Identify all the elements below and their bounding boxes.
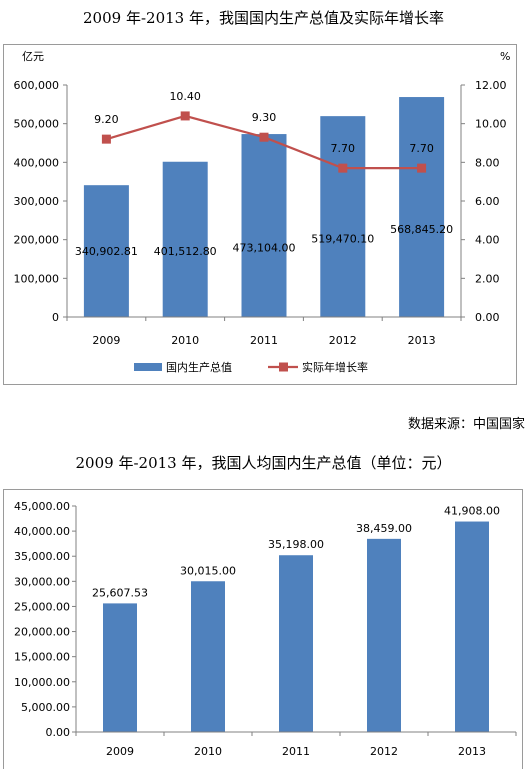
chart1-bar xyxy=(83,185,129,317)
chart2-bar xyxy=(103,603,137,732)
chart2-y-tick-label: 0.00 xyxy=(46,726,71,739)
chart1-y2-tick-label: 6.00 xyxy=(475,195,500,208)
chart1-legend-bar-label: 国内生产总值 xyxy=(166,360,232,374)
chart2-y-tick-label: 10,000.00 xyxy=(14,676,70,689)
chart1-growth-marker xyxy=(180,111,190,121)
chart1-y-axis-label: 亿元 xyxy=(22,50,44,63)
chart2-y-tick-label: 5,000.00 xyxy=(21,701,70,714)
chart2-y-tick-label: 40,000.00 xyxy=(14,525,70,538)
chart1-bar xyxy=(320,116,366,317)
chart2-bar-value-label: 35,198.00 xyxy=(268,538,324,551)
chart2-bar xyxy=(191,581,225,732)
chart1-legend-bar-swatch xyxy=(134,363,162,371)
chart1-growth-label: 10.40 xyxy=(169,90,201,103)
chart2-y-tick-label: 30,000.00 xyxy=(14,575,70,588)
chart1-title: 2009 年-2013 年，我国国内生产总值及实际年增长率 xyxy=(83,9,444,27)
chart2-x-tick-label: 2012 xyxy=(370,745,398,758)
chart2-y-tick-label: 15,000.00 xyxy=(14,651,70,664)
chart2-y-tick-label: 20,000.00 xyxy=(14,626,70,639)
chart1-growth-marker xyxy=(259,132,269,142)
chart1-bar-value-label: 568,845.20 xyxy=(390,223,453,236)
chart2-y-tick-label: 45,000.00 xyxy=(14,500,70,513)
chart1-bar xyxy=(162,161,208,317)
chart1-growth-marker xyxy=(101,134,111,144)
chart2-bar xyxy=(279,555,313,732)
chart1-legend-line-marker xyxy=(279,362,288,372)
chart1-growth-marker xyxy=(338,163,348,173)
chart2-y-tick-label: 25,000.00 xyxy=(14,600,70,613)
chart1-y-tick-label: 400,000 xyxy=(14,156,60,169)
chart1-y-tick-label: 300,000 xyxy=(14,195,60,208)
chart1-y-tick-label: 0 xyxy=(52,311,59,324)
chart1-x-tick-label: 2009 xyxy=(92,334,120,347)
chart1-x-tick-label: 2013 xyxy=(408,334,436,347)
chart2-x-tick-label: 2011 xyxy=(282,745,310,758)
chart2-bar-value-label: 38,459.00 xyxy=(356,522,412,535)
chart2-bar-value-label: 30,015.00 xyxy=(180,564,236,577)
chart2-y-tick-label: 35,000.00 xyxy=(14,550,70,563)
chart1-x-tick-label: 2012 xyxy=(329,334,357,347)
chart1-growth-label: 7.70 xyxy=(331,142,356,155)
chart2-bar xyxy=(367,538,401,732)
chart1-bar-value-label: 340,902.81 xyxy=(75,245,138,258)
chart1-bar-value-label: 473,104.00 xyxy=(233,242,296,255)
chart2-bar xyxy=(455,521,489,732)
chart1-growth-label: 9.30 xyxy=(252,111,277,124)
data-source: 数据来源：中国国家 xyxy=(407,417,525,432)
chart2-x-tick-label: 2009 xyxy=(106,745,134,758)
chart1-legend-line-label: 实际年增长率 xyxy=(302,360,368,374)
chart1-y2-tick-label: 10.00 xyxy=(475,118,507,131)
chart1-bar xyxy=(241,134,287,317)
chart1-bar-value-label: 519,470.10 xyxy=(311,233,374,246)
chart2-bar-value-label: 41,908.00 xyxy=(444,505,500,518)
chart1-bar xyxy=(399,97,445,317)
chart2-title: 2009 年-2013 年，我国人均国内生产总值（单位：元） xyxy=(75,454,452,472)
chart1-y-tick-label: 500,000 xyxy=(14,118,60,131)
chart1-y2-tick-label: 12.00 xyxy=(475,79,507,92)
chart2-x-tick-label: 2013 xyxy=(458,745,486,758)
chart1-y2-tick-label: 4.00 xyxy=(475,234,500,247)
chart1-y-tick-label: 600,000 xyxy=(14,79,60,92)
chart1-y2-tick-label: 2.00 xyxy=(475,272,500,285)
chart1-y-tick-label: 100,000 xyxy=(14,272,60,285)
chart1-x-tick-label: 2010 xyxy=(171,334,199,347)
chart1-x-tick-label: 2011 xyxy=(250,334,278,347)
chart2-frame xyxy=(3,489,523,769)
chart1-y2-tick-label: 0.00 xyxy=(475,311,500,324)
chart1-y2-axis-label: % xyxy=(500,50,510,63)
chart1-bar-value-label: 401,512.80 xyxy=(154,245,217,258)
chart1-growth-label: 9.20 xyxy=(94,113,119,126)
chart2-x-tick-label: 2010 xyxy=(194,745,222,758)
chart1-frame xyxy=(3,44,517,385)
chart1-y-tick-label: 200,000 xyxy=(14,234,60,247)
chart1-growth-label: 7.70 xyxy=(409,142,434,155)
chart1-y2-tick-label: 8.00 xyxy=(475,156,500,169)
chart1-growth-marker xyxy=(417,163,427,173)
chart2-bar-value-label: 25,607.53 xyxy=(92,586,148,599)
